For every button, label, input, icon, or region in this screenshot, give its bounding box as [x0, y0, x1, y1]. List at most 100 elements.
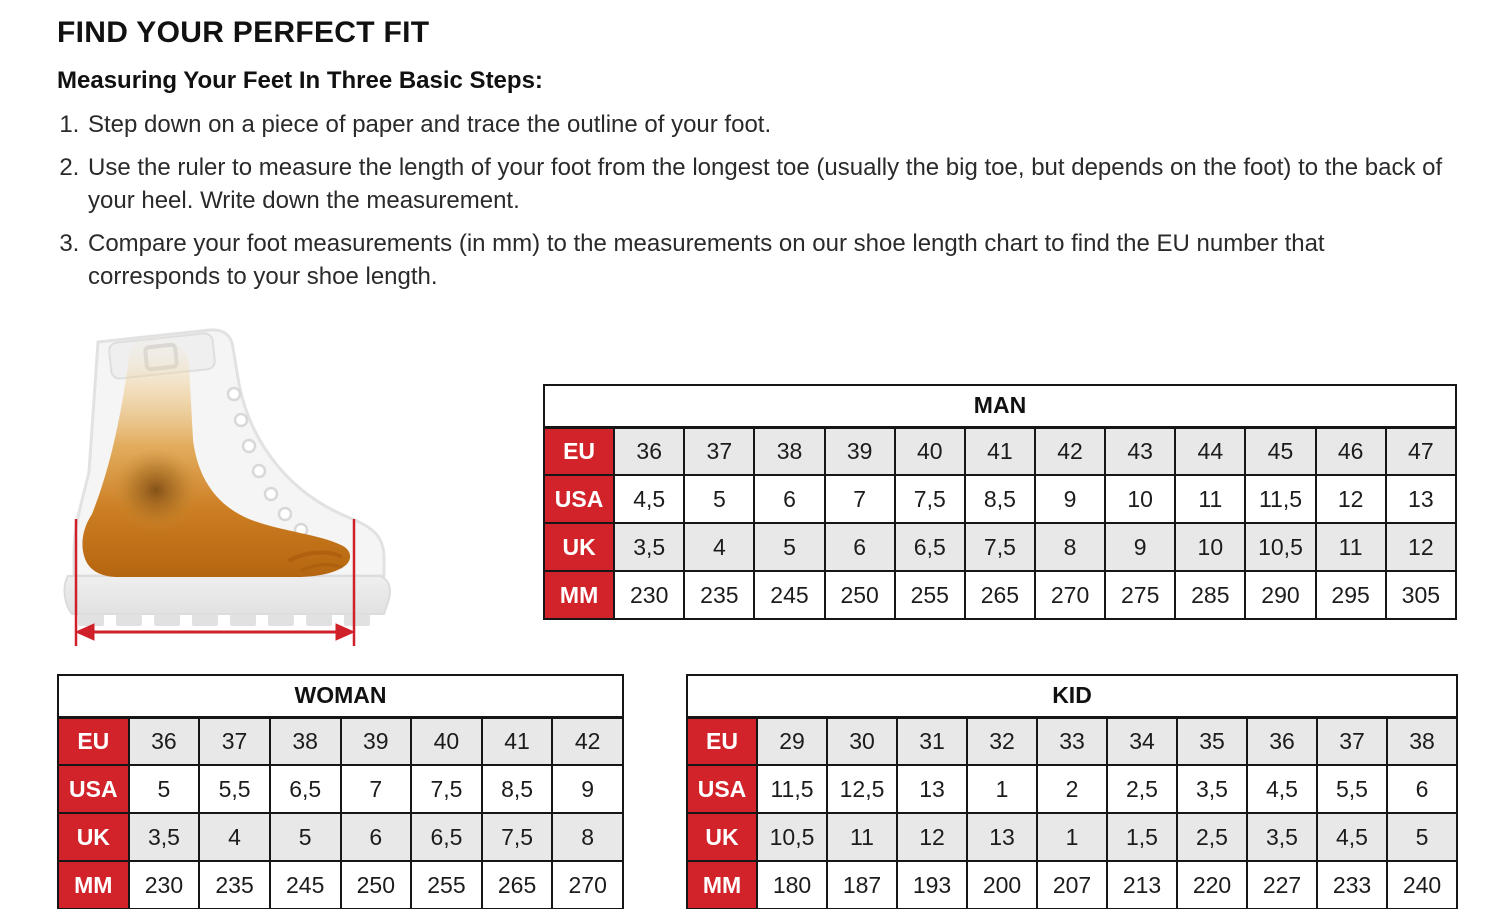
size-cell: 8: [1033, 522, 1107, 572]
size-cell: 11,5: [1244, 474, 1317, 524]
size-cell: 265: [480, 860, 554, 909]
size-cell: 235: [683, 570, 756, 620]
size-cell: 9: [1033, 474, 1107, 524]
size-cell: 12: [1314, 474, 1387, 524]
size-cell: 41: [480, 716, 554, 766]
size-cell: 3,5: [613, 522, 686, 572]
size-cell: 4,5: [613, 474, 686, 524]
size-cell: 38: [1386, 716, 1458, 766]
size-cell: 5: [268, 812, 342, 862]
size-cell: 11: [1314, 522, 1387, 572]
size-cell: 8,5: [480, 764, 554, 814]
size-cell: 5: [683, 474, 756, 524]
row-label-usa: USA: [542, 474, 616, 524]
step-item-3: Compare your foot measurements (in mm) t…: [86, 227, 1449, 293]
size-cell: 36: [127, 716, 201, 766]
size-cell: 6: [823, 522, 896, 572]
size-cell: 250: [823, 570, 896, 620]
size-cell: 13: [896, 764, 968, 814]
size-cell: 255: [410, 860, 483, 909]
size-cell: 40: [410, 716, 483, 766]
size-cell: 10: [1104, 474, 1177, 524]
size-cell: 47: [1384, 426, 1458, 476]
size-cell: 7: [339, 764, 413, 814]
size-cell: 10: [1174, 522, 1247, 572]
size-cell: 30: [826, 716, 898, 766]
size-cell: 5: [127, 764, 201, 814]
section-subtitle: Measuring Your Feet In Three Basic Steps…: [57, 67, 543, 94]
size-cell: 1: [1036, 812, 1108, 862]
size-cell: 42: [551, 716, 624, 766]
size-cell: 295: [1314, 570, 1387, 620]
size-cell: 42: [1033, 426, 1107, 476]
size-cell: 37: [198, 716, 271, 766]
size-cell: 44: [1174, 426, 1247, 476]
ankle-bone: [112, 448, 200, 532]
size-cell: 37: [683, 426, 756, 476]
size-cell: 240: [1386, 860, 1458, 909]
row-label-uk: UK: [57, 812, 130, 862]
foot-xray: [82, 336, 351, 577]
row-label-usa: USA: [57, 764, 130, 814]
size-cell: 2,5: [1176, 812, 1248, 862]
size-cell: 9: [551, 764, 624, 814]
size-cell: 29: [756, 716, 828, 766]
size-cell: 32: [966, 716, 1038, 766]
size-cell: 8: [551, 812, 624, 862]
size-cell: 13: [966, 812, 1038, 862]
row-label-eu: EU: [542, 426, 616, 476]
step-item-1: Step down on a piece of paper and trace …: [86, 108, 1449, 141]
size-cell: 7,5: [963, 522, 1036, 572]
step-item-2: Use the ruler to measure the length of y…: [86, 151, 1449, 217]
size-cell: 200: [966, 860, 1038, 909]
size-cell: 270: [1033, 570, 1107, 620]
size-cell: 11: [1174, 474, 1247, 524]
measuring-steps-list: Step down on a piece of paper and trace …: [57, 108, 1449, 293]
row-label-uk: UK: [686, 812, 758, 862]
size-cell: 40: [893, 426, 966, 476]
size-cell: 6,5: [893, 522, 966, 572]
size-cell: 11: [826, 812, 898, 862]
size-cell: 34: [1106, 716, 1178, 766]
size-cell: 6: [339, 812, 413, 862]
size-cell: 39: [823, 426, 896, 476]
size-cell: 4: [198, 812, 271, 862]
size-cell: 10,5: [756, 812, 828, 862]
boot-measurement-illustration: [58, 322, 392, 656]
size-cell: 12: [896, 812, 968, 862]
size-cell: 3,5: [1246, 812, 1318, 862]
size-cell: 305: [1384, 570, 1458, 620]
size-cell: 33: [1036, 716, 1108, 766]
size-cell: 1,5: [1106, 812, 1178, 862]
size-cell: 6,5: [268, 764, 342, 814]
size-cell: 233: [1316, 860, 1388, 909]
size-cell: 3,5: [127, 812, 201, 862]
size-cell: 270: [551, 860, 624, 909]
size-cell: 2: [1036, 764, 1108, 814]
size-cell: 230: [127, 860, 201, 909]
size-table-man: MAN EU 36 37 38 39 40 41 42 43 44 45 46 47 USA 4,5 5 6 7 7,…: [542, 384, 1458, 620]
size-cell: 12: [1384, 522, 1458, 572]
size-cell: 255: [893, 570, 966, 620]
size-cell: 7: [823, 474, 896, 524]
size-cell: 39: [339, 716, 413, 766]
size-cell: 10,5: [1244, 522, 1317, 572]
size-cell: 3,5: [1176, 764, 1248, 814]
size-cell: 31: [896, 716, 968, 766]
size-cell: 9: [1104, 522, 1177, 572]
size-cell: 1: [966, 764, 1038, 814]
size-cell: 235: [198, 860, 271, 909]
size-cell: 220: [1176, 860, 1248, 909]
row-label-eu: EU: [686, 716, 758, 766]
row-label-eu: EU: [57, 716, 130, 766]
row-label-mm: MM: [686, 860, 758, 909]
size-cell: 6,5: [410, 812, 483, 862]
size-guide-page: FIND YOUR PERFECT FIT Measuring Your Fee…: [0, 16, 1500, 909]
row-label-uk: UK: [542, 522, 616, 572]
size-cell: 207: [1036, 860, 1108, 909]
size-cell: 227: [1246, 860, 1318, 909]
size-cell: 180: [756, 860, 828, 909]
size-cell: 4,5: [1316, 812, 1388, 862]
row-label-mm: MM: [57, 860, 130, 909]
size-cell: 7,5: [410, 764, 483, 814]
